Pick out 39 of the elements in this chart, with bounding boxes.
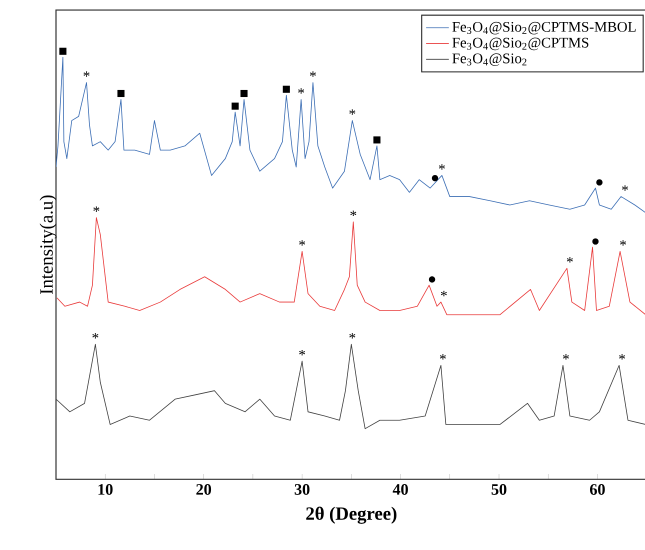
x-tick-label: 10 (98, 484, 113, 495)
annotation: ■ (59, 48, 66, 55)
legend-label: Fe$_{3}$O$_{4}$@Sio$_{2}$@CPTMS (452, 38, 588, 50)
annotation: ■ (240, 90, 248, 98)
annotation: * (349, 333, 356, 338)
annotation: ● (592, 238, 599, 245)
annotation: * (562, 354, 569, 360)
annotation: * (349, 109, 356, 115)
annotation: * (92, 333, 98, 338)
annotation: ● (432, 175, 438, 182)
annotation: * (310, 71, 316, 77)
annotation: * (620, 240, 626, 246)
annotation: * (299, 350, 306, 356)
annotation: * (440, 290, 447, 296)
x-tick-label: 40 (392, 484, 408, 495)
annotation: * (299, 240, 306, 246)
annotation: ■ (373, 136, 380, 144)
annotation: ● (596, 179, 603, 186)
annotation: ● (428, 276, 436, 283)
annotation: * (440, 354, 446, 360)
legend-label: Fe$_{3}$O$_{4}$@Sio$_{2}$ (452, 53, 526, 66)
annotation: * (622, 185, 628, 191)
annotation: * (93, 206, 100, 212)
annotation: * (84, 71, 90, 77)
annotation: ■ (117, 90, 125, 98)
x-tick-label: 50 (492, 484, 506, 495)
x-tick-label: 20 (196, 484, 212, 495)
x-tick-label: 60 (590, 484, 605, 495)
annotation: ■ (232, 102, 239, 110)
annotation: * (350, 210, 356, 216)
annotation: * (619, 354, 626, 360)
annotation: * (566, 257, 573, 262)
x-tick-label: 30 (294, 484, 310, 495)
y-axis-title: Intensity(a.u) (40, 195, 57, 294)
annotation: * (298, 88, 304, 94)
legend-label: Fe$_{3}$O$_{4}$@Sio$_{2}$@CPTMS-MBOL (452, 22, 636, 34)
x-axis-title: 2θ (Degree) (306, 506, 396, 524)
annotation: * (438, 164, 445, 170)
annotation: ■ (282, 86, 290, 93)
